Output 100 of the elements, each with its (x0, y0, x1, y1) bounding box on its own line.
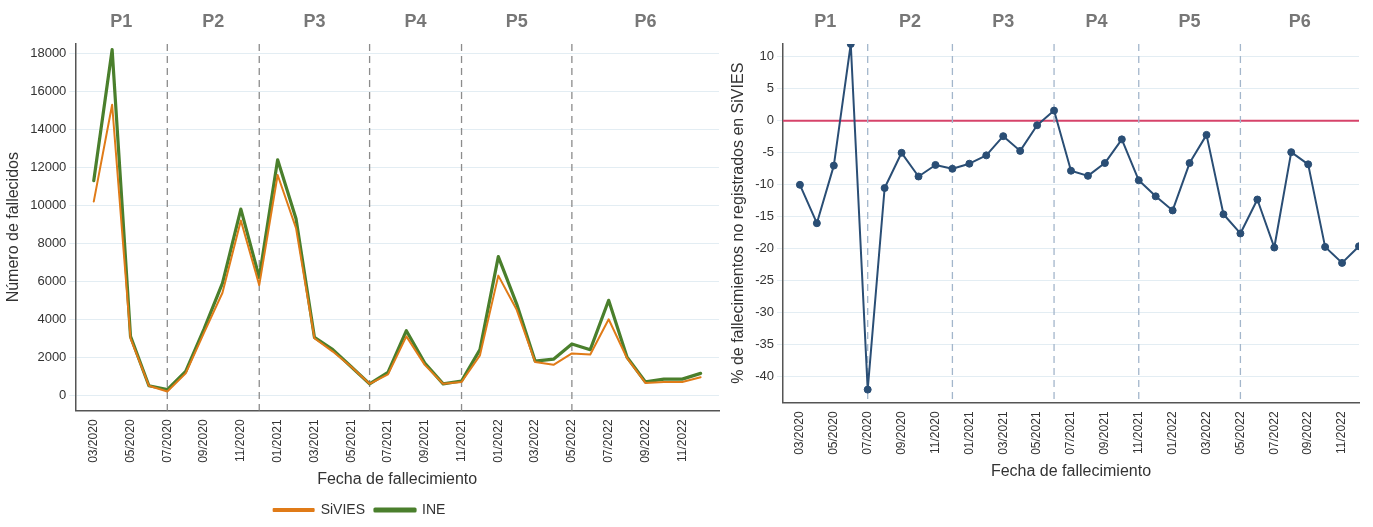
point (897, 148, 906, 157)
point (1050, 106, 1059, 115)
y-axis-title: Número de fallecidos (4, 152, 22, 303)
point (982, 151, 991, 160)
y-tick-label: 0 (766, 112, 774, 128)
x-tick-label: 07/2020 (860, 411, 875, 455)
x-tick-label: 11/2021 (453, 419, 468, 462)
y-tick-label: -10 (755, 176, 774, 192)
point (812, 219, 821, 228)
x-tick-label: 03/2022 (527, 419, 542, 463)
point (1016, 146, 1025, 155)
y-tick-label: 16000 (30, 83, 67, 99)
x-tick-label: 07/2022 (1266, 411, 1281, 455)
point (1219, 210, 1228, 219)
x-tick-label: 01/2021 (961, 411, 976, 455)
point (1287, 148, 1296, 157)
point (914, 172, 923, 181)
text: P3 (992, 10, 1015, 31)
text: P3 (303, 10, 326, 31)
text: P6 (1288, 10, 1311, 31)
y-tick-label: -15 (755, 208, 774, 224)
point (1117, 135, 1126, 144)
y-tick-label: 10000 (30, 196, 67, 212)
point (1321, 242, 1330, 251)
point (1253, 195, 1262, 204)
point (1083, 171, 1092, 180)
legend-label: INE (422, 500, 446, 517)
y-tick-label: 4000 (37, 310, 67, 326)
x-tick-label: 05/2022 (564, 419, 579, 463)
x-tick-label: 03/2020 (86, 419, 101, 463)
x-tick-label: 11/2022 (1334, 411, 1349, 454)
x-tick-label: 09/2020 (893, 411, 908, 455)
point (931, 160, 940, 169)
text: P5 (1178, 10, 1201, 31)
point (1168, 206, 1177, 215)
x-tick-label: 01/2022 (490, 419, 505, 463)
x-tick-label: 03/2022 (1198, 411, 1213, 455)
x-axis-title: Fecha de fallecimiento (990, 461, 1152, 479)
point (880, 184, 889, 193)
x-tick-label: 01/2022 (1164, 411, 1179, 455)
point (965, 159, 974, 168)
x-tick-label: 09/2020 (196, 419, 211, 463)
point (1033, 121, 1042, 130)
y-tick-label: -5 (762, 144, 774, 160)
x-tick-label: 11/2020 (927, 411, 942, 454)
x-tick-label: 05/2021 (343, 419, 358, 463)
x-tick-label: 09/2022 (637, 419, 652, 463)
y-axis-title: % de fallecimientos no registrados en SiVIES (729, 62, 747, 384)
x-tick-label: 03/2021 (995, 411, 1010, 455)
y-tick-label: -20 (755, 240, 774, 256)
text: P6 (634, 10, 657, 31)
x-tick-label: 05/2020 (122, 419, 137, 463)
x-tick-label: 09/2022 (1300, 411, 1315, 455)
y-tick-label: -40 (755, 368, 774, 384)
y-tick-label: 0 (59, 386, 67, 402)
text: P4 (1085, 10, 1108, 31)
x-tick-label: 09/2021 (417, 419, 432, 463)
x-axis-title: Fecha de fallecimiento (317, 469, 478, 487)
x-tick-label: 05/2022 (1232, 411, 1247, 455)
x-tick-label: 03/2020 (792, 411, 807, 455)
point (1338, 258, 1347, 267)
point (1134, 176, 1143, 185)
x-tick-label: 11/2020 (233, 419, 248, 462)
y-tick-label: 18000 (30, 45, 67, 61)
point (1270, 243, 1279, 252)
y-tick-label: 8000 (37, 234, 67, 250)
x-tick-label: 11/2022 (674, 419, 689, 462)
point (795, 180, 804, 189)
y-tick-label: 12000 (30, 158, 67, 174)
point (948, 164, 957, 173)
x-tick-label: 05/2021 (1029, 411, 1044, 455)
point (1185, 159, 1194, 168)
y-tick-label: -35 (755, 336, 774, 352)
point (1151, 192, 1160, 201)
x-tick-label: 07/2022 (600, 419, 615, 463)
x-tick-label: 11/2021 (1131, 411, 1146, 454)
point (829, 161, 838, 170)
point (1236, 229, 1245, 238)
x-tick-label: 03/2021 (306, 419, 321, 463)
x-tick-label: 07/2020 (159, 419, 174, 463)
x-tick-label: 07/2021 (1063, 411, 1078, 455)
text: P1 (110, 10, 133, 31)
text: P1 (814, 10, 837, 31)
y-tick-label: -30 (755, 304, 774, 320)
y-tick-label: 6000 (37, 272, 67, 288)
y-tick-label: 14000 (30, 121, 67, 137)
x-tick-label: 05/2020 (826, 411, 841, 455)
text: P4 (404, 10, 427, 31)
x-tick-label: 07/2021 (380, 419, 395, 463)
y-tick-label: 5 (766, 80, 774, 96)
point (1202, 130, 1211, 139)
x-tick-label: 09/2021 (1097, 411, 1112, 455)
legend-label: SiVIES (320, 500, 366, 517)
point (1304, 160, 1313, 169)
point (863, 385, 872, 394)
text: P2 (202, 10, 225, 31)
text: P5 (505, 10, 528, 31)
x-tick-label: 01/2021 (269, 419, 284, 463)
point (1066, 166, 1075, 175)
y-tick-label: -25 (755, 272, 774, 288)
